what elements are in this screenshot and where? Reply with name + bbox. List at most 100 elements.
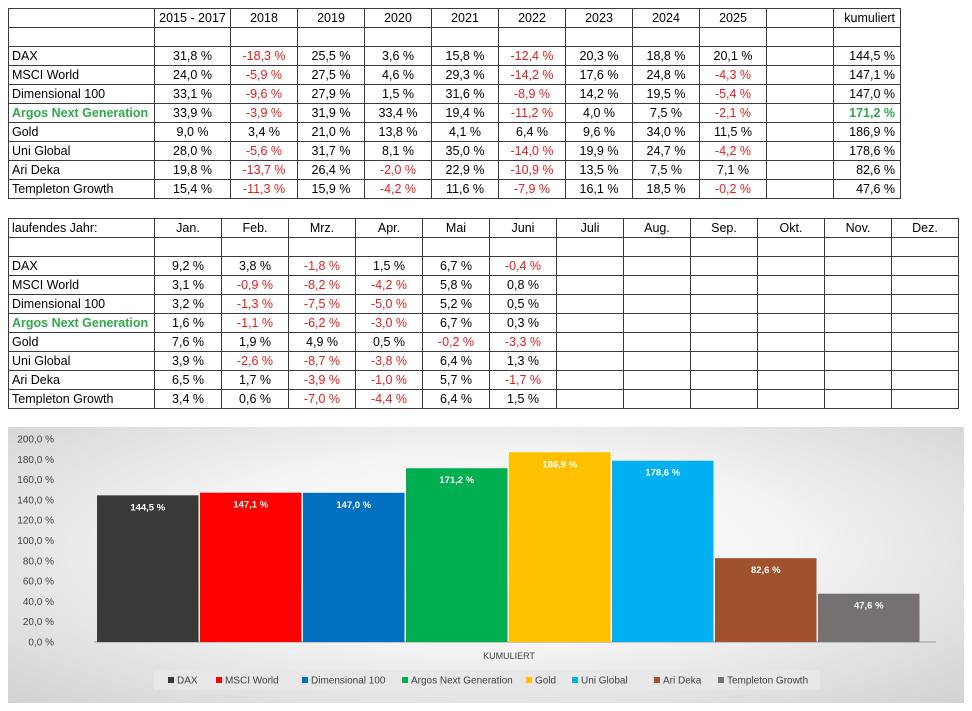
value-cell: 19,9 %: [565, 141, 633, 161]
value-cell: [766, 179, 834, 199]
value-cell: 20,3 %: [565, 46, 633, 66]
bar-uni-global: [612, 460, 714, 642]
value-cell: -14,0 %: [498, 141, 566, 161]
value-cell: 82,6 %: [833, 160, 901, 180]
value-cell: [891, 332, 959, 352]
value-cell: [891, 351, 959, 371]
bar-dimensional-100: [303, 492, 405, 642]
empty-cell: [766, 27, 834, 47]
value-cell: [623, 275, 691, 295]
value-cell: 9,6 %: [565, 122, 633, 142]
value-cell: -0,9 %: [221, 275, 289, 295]
value-cell: 3,6 %: [364, 46, 432, 66]
value-cell: [757, 370, 825, 390]
value-cell: 3,9 %: [154, 351, 222, 371]
value-cell: -3,9 %: [288, 370, 356, 390]
value-cell: 5,8 %: [422, 275, 490, 295]
value-cell: [556, 294, 624, 314]
legend-swatch: [302, 677, 308, 683]
value-cell: 29,3 %: [431, 65, 499, 85]
value-cell: -3,8 %: [355, 351, 423, 371]
value-cell: [690, 256, 758, 276]
value-cell: [891, 294, 959, 314]
value-cell: [766, 160, 834, 180]
empty-cell: [699, 27, 767, 47]
value-cell: 0,8 %: [489, 275, 557, 295]
legend-swatch: [654, 677, 660, 683]
value-cell: 6,4 %: [422, 389, 490, 409]
fund-name: Argos Next Generation: [8, 103, 155, 123]
value-cell: [766, 65, 834, 85]
empty-cell: [297, 27, 365, 47]
value-cell: [891, 313, 959, 333]
value-cell: 1,5 %: [364, 84, 432, 104]
value-cell: 19,5 %: [632, 84, 700, 104]
fund-name: DAX: [8, 256, 155, 276]
header-cell: 2015 - 2017: [154, 8, 231, 28]
header-cell: Jan.: [154, 218, 222, 238]
value-cell: 3,4 %: [230, 122, 298, 142]
header-cell: 2023: [565, 8, 633, 28]
empty-cell: [221, 237, 289, 257]
value-cell: 26,4 %: [297, 160, 365, 180]
value-cell: 6,4 %: [498, 122, 566, 142]
value-cell: 35,0 %: [431, 141, 499, 161]
value-cell: [623, 332, 691, 352]
value-cell: 31,7 %: [297, 141, 365, 161]
value-cell: 25,5 %: [297, 46, 365, 66]
value-cell: [757, 351, 825, 371]
value-cell: 6,5 %: [154, 370, 222, 390]
value-cell: [891, 370, 959, 390]
value-cell: -8,7 %: [288, 351, 356, 371]
bar-ari-deka: [715, 558, 817, 642]
value-cell: [766, 46, 834, 66]
legend-entry: DAX: [177, 676, 198, 687]
bar-value-label: 144,5 %: [130, 502, 165, 513]
value-cell: 3,4 %: [154, 389, 222, 409]
x-category-label: KUMULIERT: [483, 651, 535, 661]
bar-argos-next-generation: [406, 468, 508, 642]
empty-cell: [623, 237, 691, 257]
table-row: Argos Next Generation 33,9 % -3,9 % 31,9 % 3…: [8, 103, 901, 123]
header-cell: 2020: [364, 8, 432, 28]
value-cell: -4,3 %: [699, 65, 767, 85]
value-cell: [824, 351, 892, 371]
value-cell: [690, 313, 758, 333]
value-cell: 31,8 %: [154, 46, 231, 66]
value-cell: [766, 84, 834, 104]
value-cell: 1,6 %: [154, 313, 222, 333]
legend-swatch: [572, 677, 578, 683]
value-cell: 5,2 %: [422, 294, 490, 314]
cumulative-chart: 0,0 % 20,0 % 40,0 % 60,0 % 80,0 % 100,0 % 120,…: [8, 427, 964, 703]
value-cell: 17,6 %: [565, 65, 633, 85]
value-cell: [623, 256, 691, 276]
value-cell: [556, 370, 624, 390]
value-cell: 16,1 %: [565, 179, 633, 199]
value-cell: 21,0 %: [297, 122, 365, 142]
value-cell: 47,6 %: [833, 179, 901, 199]
value-cell: 27,5 %: [297, 65, 365, 85]
value-cell: [824, 313, 892, 333]
empty-cell: [489, 237, 557, 257]
legend-swatch: [168, 677, 174, 683]
value-cell: 24,0 %: [154, 65, 231, 85]
value-cell: -3,3 %: [489, 332, 557, 352]
table-row: Uni Global 28,0 % -5,6 % 31,7 % 8,1 % 35,0 % -…: [8, 141, 901, 161]
value-cell: [556, 313, 624, 333]
value-cell: -4,2 %: [355, 275, 423, 295]
header-cell: 2025: [699, 8, 767, 28]
header-cell: Mai: [422, 218, 490, 238]
value-cell: -13,7 %: [230, 160, 298, 180]
table-row: Uni Global 3,9 % -2,6 % -8,7 % -3,8 % 6,4 % 1,…: [8, 351, 959, 371]
value-cell: [556, 351, 624, 371]
value-cell: 15,8 %: [431, 46, 499, 66]
value-cell: -5,9 %: [230, 65, 298, 85]
value-cell: [690, 351, 758, 371]
header-cell: Feb.: [221, 218, 289, 238]
header-cell: [766, 8, 834, 28]
fund-name: Uni Global: [8, 351, 155, 371]
empty-cell: [556, 237, 624, 257]
value-cell: -11,3 %: [230, 179, 298, 199]
value-cell: 33,4 %: [364, 103, 432, 123]
table-row: Templeton Growth 15,4 % -11,3 % 15,9 % -4,2 …: [8, 179, 901, 199]
